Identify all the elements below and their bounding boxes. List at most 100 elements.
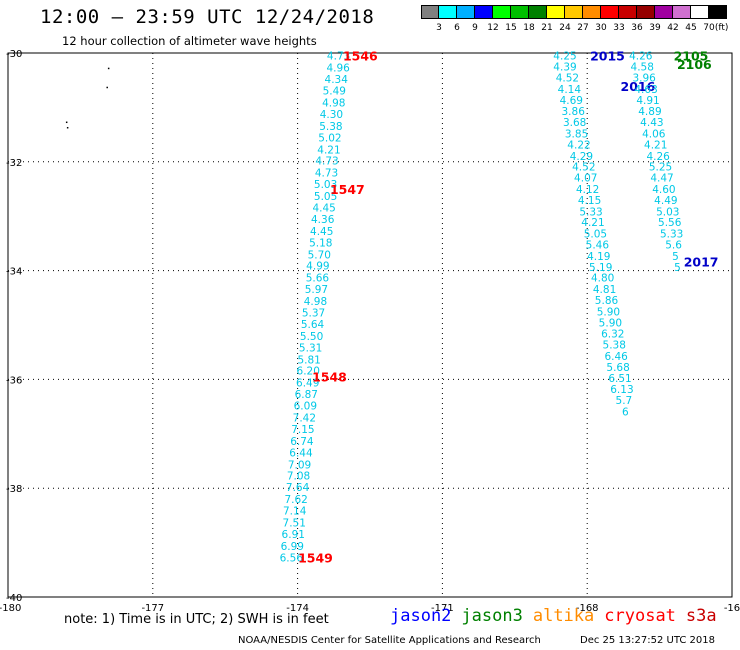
color-scale-tick: 45	[685, 23, 697, 33]
wave-height-value: 5.66	[306, 273, 330, 285]
wave-height-value: 6.99	[281, 541, 304, 553]
wave-height-value: 5.33	[579, 206, 602, 218]
color-swatch	[583, 5, 601, 19]
wave-height-value: 6.91	[282, 529, 305, 541]
color-swatch	[457, 5, 475, 19]
color-scale-tick: 21	[541, 23, 553, 33]
color-swatch	[601, 5, 619, 19]
wave-height-value: 5.90	[599, 317, 622, 329]
stray-data-dot	[65, 121, 68, 124]
generation-timestamp: Dec 25 13:27:52 UTC 2018	[580, 635, 715, 646]
wave-height-value: 5.38	[319, 121, 342, 133]
page-subtitle: 12 hour collection of altimeter wave hei…	[62, 34, 317, 48]
wave-height-value: 4.58	[631, 62, 654, 74]
longitude-tick-label: -16	[724, 603, 740, 614]
wave-height-value: 4.96	[326, 63, 350, 75]
wave-height-value: 4.91	[636, 95, 659, 107]
legend-entry-s3a: s3a	[685, 606, 717, 626]
wave-height-value: 5.64	[301, 319, 325, 331]
wave-height-value: 5.68	[606, 362, 629, 374]
wave-height-value: 7.15	[291, 424, 314, 436]
wave-height-value: 4.22	[567, 139, 590, 151]
wave-height-value: 5.6	[665, 239, 682, 251]
wave-height-value: 4.34	[325, 74, 349, 86]
longitude-tick-label: -177	[141, 603, 164, 614]
latitude-tick-label: -38	[6, 484, 22, 495]
wave-height-value: 6.74	[290, 436, 314, 448]
wave-height-value: 3.96	[632, 72, 656, 84]
wave-height-value: 4.29	[570, 151, 593, 163]
latitude-tick-label: -36	[6, 375, 22, 386]
color-swatch	[511, 5, 529, 19]
wave-height-value: 4.26	[646, 151, 670, 163]
color-scale-tick: 42	[667, 23, 679, 33]
wave-height-value: 6.32	[601, 329, 624, 341]
color-scale-tick: 30	[595, 23, 607, 33]
color-swatch	[673, 5, 691, 19]
wave-height-value: 4.12	[576, 184, 599, 196]
page-title: 12:00 — 23:59 UTC 12/24/2018	[40, 6, 375, 28]
wave-height-value: 4.80	[591, 273, 614, 285]
wave-height-value: 4.81	[593, 284, 616, 296]
wave-height-value: 6.49	[296, 378, 319, 390]
wave-height-value: 4.21	[644, 139, 667, 151]
color-swatch	[637, 5, 655, 19]
legend-entry-jason3: jason3	[461, 606, 523, 626]
latitude-tick-label: -30	[6, 49, 22, 60]
wave-height-value: 6.51	[608, 373, 631, 385]
wave-height-value: 4.89	[638, 106, 661, 118]
wave-height-value: 4.49	[654, 195, 677, 207]
pass-time-label: 2105	[674, 49, 709, 64]
wave-height-value: 7.62	[284, 494, 307, 506]
color-swatch	[565, 5, 583, 19]
wave-height-value: 4.52	[556, 72, 579, 84]
wave-height-value: 5.31	[299, 342, 322, 354]
units-note: note: 1) Time is in UTC; 2) SWH is in fe…	[64, 612, 329, 627]
wave-height-value: 4.36	[311, 214, 335, 226]
longitude-tick-label: -180	[0, 603, 21, 614]
wave-height-value: 3.85	[565, 129, 588, 141]
wave-height-value: 4.06	[642, 129, 666, 141]
wave-height-value: 5.33	[660, 229, 683, 241]
wave-height-value: 5.05	[584, 229, 607, 241]
color-swatch	[475, 5, 493, 19]
wave-height-value: 5.70	[308, 249, 331, 261]
wave-height-value: 4.26	[629, 51, 653, 63]
color-scale-tick: 9	[472, 23, 478, 33]
wave-height-value: 4.52	[572, 162, 595, 174]
pass-time-label: 1548	[312, 370, 347, 385]
color-scale-tick: 24	[559, 23, 571, 33]
wave-height-value: 7.08	[287, 471, 310, 483]
wave-height-value: 6.13	[610, 384, 633, 396]
pass-time-label: 2015	[590, 49, 625, 64]
color-scale-frame	[421, 5, 727, 19]
wave-height-value: 5.90	[597, 306, 620, 318]
wave-height-value: 3.86	[562, 106, 586, 118]
pass-time-label: 1546	[343, 49, 378, 64]
wave-height-value: 6.46	[604, 351, 628, 363]
wave-height-value: 4.43	[640, 117, 663, 129]
wave-height-value: 4.14	[558, 84, 582, 96]
wave-height-value: 5.56	[658, 217, 682, 229]
wave-height-value: 4.21	[581, 217, 604, 229]
stray-data-dot	[106, 86, 108, 89]
wave-height-value: 7.51	[283, 517, 306, 529]
wave-height-value: 7.42	[293, 412, 316, 424]
wave-height-value: 4.99	[306, 261, 329, 273]
wave-height-value: 5.05	[314, 191, 337, 203]
credit-line: NOAA/NESDIS Center for Satellite Applica…	[238, 635, 541, 646]
longitude-tick-label: -171	[431, 603, 454, 614]
wave-height-value: 4.21	[317, 144, 340, 156]
wave-height-value: 6.56	[280, 552, 304, 564]
wave-height-value: 4.39	[553, 62, 576, 74]
color-scale-tick: 70	[703, 23, 715, 33]
longitude-tick-label: -168	[576, 603, 599, 614]
color-scale-unit: (ft)	[714, 23, 729, 33]
wave-height-value: 6.87	[295, 389, 318, 401]
wave-height-value: 6.09	[294, 401, 317, 413]
wave-height-value: 5.81	[297, 354, 320, 366]
wave-height-value: 5.03	[656, 206, 679, 218]
longitude-tick-label: -174	[286, 603, 309, 614]
wave-height-value: 4.15	[578, 195, 601, 207]
stray-data-dot	[107, 67, 110, 70]
